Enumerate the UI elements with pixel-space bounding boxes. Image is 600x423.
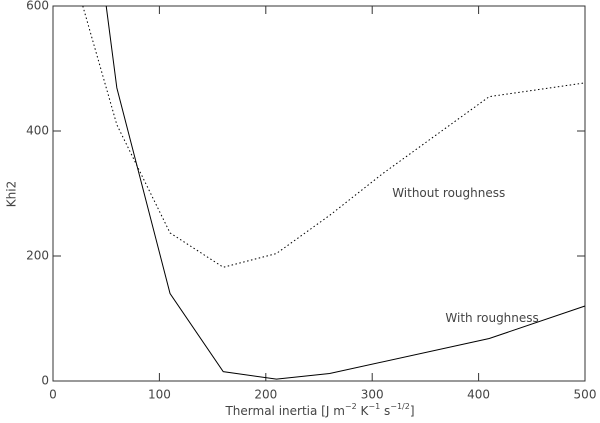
x-axis-label-part: ] — [410, 404, 415, 418]
x-axis-label-part: −1/2 — [390, 402, 410, 411]
y-tick-label: 600 — [26, 0, 49, 13]
x-tick-label: 500 — [574, 388, 597, 402]
y-axis-label: Khi2 — [5, 181, 19, 207]
x-axis-label: Thermal inertia [J m−2 K−1 s−1/2] — [224, 402, 414, 418]
series-line — [105, 5, 586, 380]
x-axis-label-part: s — [380, 404, 390, 418]
x-tick-label: 300 — [361, 388, 384, 402]
x-tick-label: 200 — [254, 388, 277, 402]
x-axis-label-part: −1 — [368, 402, 380, 411]
plot-frame — [52, 5, 586, 382]
y-tick-label: 200 — [26, 249, 49, 263]
x-axis-label-part: Thermal inertia [J m — [224, 404, 344, 418]
y-tick-label: 0 — [41, 374, 49, 388]
x-axis-label-part: −2 — [345, 402, 357, 411]
y-tick-label: 400 — [26, 124, 49, 138]
x-axis-label-part: K — [357, 404, 370, 418]
annotation: With roughness — [445, 311, 538, 325]
x-tick-label: 100 — [148, 388, 171, 402]
x-tick-label: 0 — [49, 388, 57, 402]
x-tick-label: 400 — [467, 388, 490, 402]
series-line — [82, 5, 586, 268]
annotation: Without roughness — [392, 186, 505, 200]
